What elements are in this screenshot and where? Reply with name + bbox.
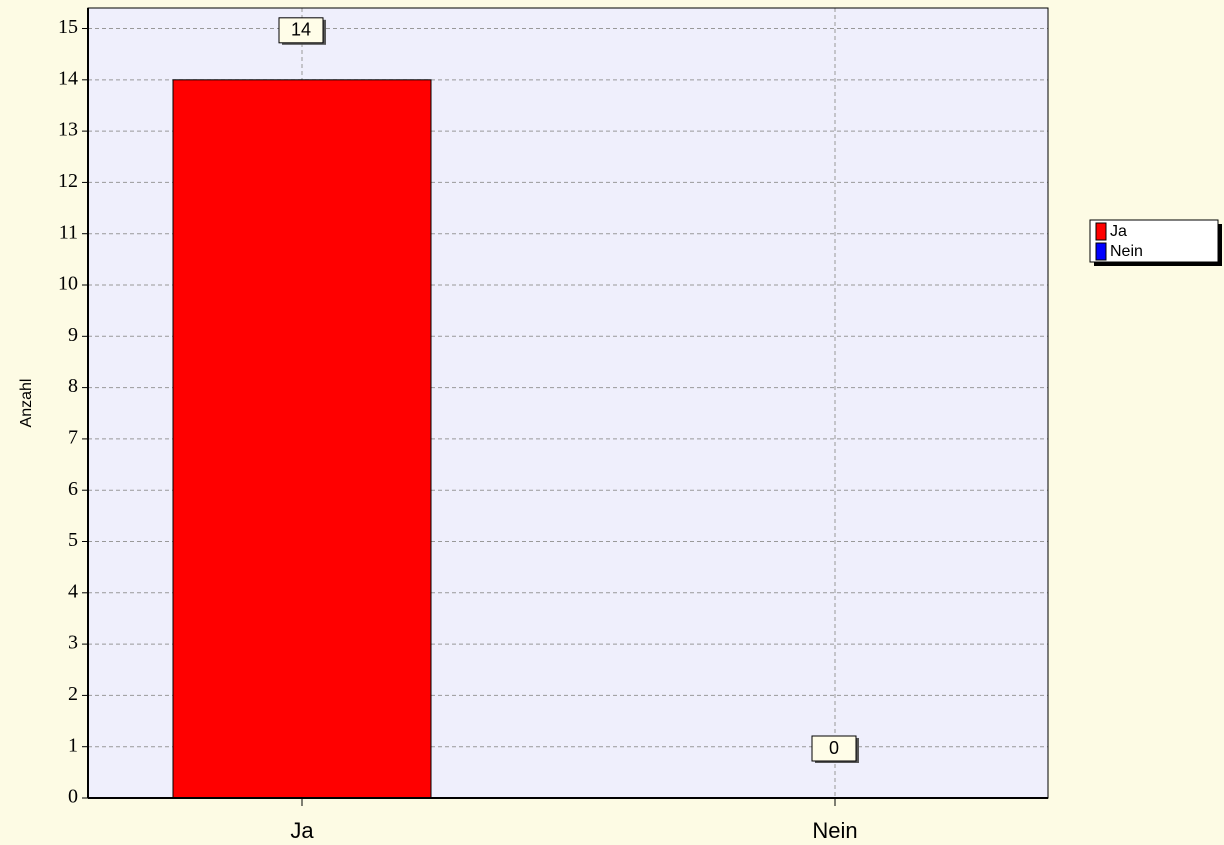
x-tick-label: Ja [290,818,314,843]
y-tick-label: 3 [68,632,78,654]
y-tick-label: 6 [68,478,78,500]
y-tick-label: 1 [68,734,78,756]
y-tick-label: 15 [58,16,78,38]
y-tick-label: 14 [58,67,78,89]
x-tick-label: Nein [812,818,857,843]
y-tick-label: 10 [58,273,78,295]
value-label: 0 [829,738,839,758]
y-tick-label: 7 [68,427,78,449]
legend-swatch [1095,222,1107,241]
y-tick-label: 5 [68,529,78,551]
legend-label: Ja [1110,223,1127,240]
legend [1089,219,1219,263]
y-tick-label: 13 [58,119,78,141]
y-tick-label: 8 [68,375,78,397]
y-tick-label: 4 [68,580,78,602]
y-tick-label: 0 [68,786,78,808]
value-label-box [278,17,324,44]
value-label-box [811,735,857,762]
y-tick-label: 9 [68,324,78,346]
y-axis-title: Anzahl [18,379,35,428]
y-tick-label: 11 [59,221,78,243]
y-tick-label: 2 [68,683,78,705]
y-tick-label: 12 [58,170,78,192]
plot-border [87,7,1049,799]
value-label: 14 [291,20,311,40]
legend-swatch [1095,242,1107,261]
legend-label: Nein [1110,243,1143,260]
bar [172,79,432,799]
